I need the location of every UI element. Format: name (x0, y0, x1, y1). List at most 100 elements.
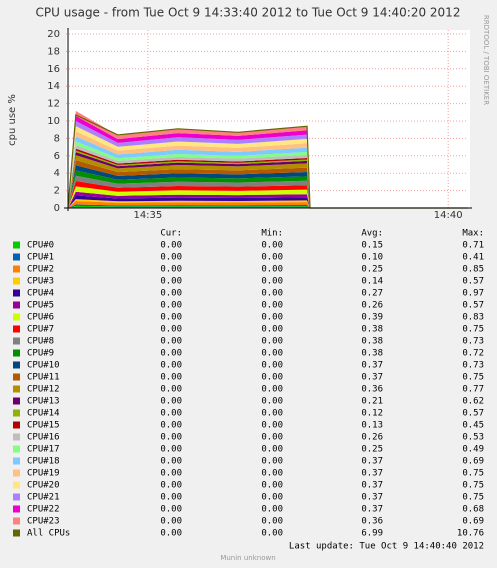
area (68, 181, 468, 208)
stat-value: 0.00 (261, 397, 283, 407)
stat-value: 0.57 (462, 301, 484, 311)
legend-label: CPU#3 (27, 277, 54, 287)
legend-swatch (13, 361, 20, 369)
stat-value: 0.12 (361, 409, 383, 419)
stat-value: 0.37 (361, 469, 383, 479)
stat-value: 0.15 (361, 241, 383, 251)
stat-value: 0.00 (160, 517, 182, 527)
area (68, 131, 468, 208)
legend-swatch (13, 241, 20, 249)
stat-value: 0.41 (462, 253, 484, 263)
legend-label: CPU#9 (27, 349, 54, 359)
x-tick-label: 14:40 (434, 210, 463, 221)
legend-label: CPU#19 (27, 469, 60, 479)
stat-value: 0.00 (261, 433, 283, 443)
legend-label: CPU#5 (27, 301, 54, 311)
stat-value: 0.21 (361, 397, 383, 407)
legend-swatch (13, 481, 20, 489)
stat-value: 0.00 (160, 409, 182, 419)
stat-value: 0.39 (361, 313, 383, 323)
stat-value: 0.00 (261, 241, 283, 251)
legend-swatch (13, 349, 20, 357)
stat-value: 0.37 (361, 361, 383, 371)
stat-value: 0.00 (160, 529, 182, 539)
area (68, 152, 468, 208)
legend-label: CPU#17 (27, 445, 60, 455)
stat-value: 0.71 (462, 241, 484, 251)
legend-label: All CPUs (27, 529, 70, 539)
stat-value: 0.75 (462, 325, 484, 335)
stat-value: 0.36 (361, 385, 383, 395)
stat-value: 0.00 (261, 481, 283, 491)
legend-swatch (13, 337, 20, 345)
stat-value: 0.69 (462, 517, 484, 527)
stat-value: 0.37 (361, 457, 383, 467)
area (68, 121, 468, 208)
stat-value: 0.72 (462, 349, 484, 359)
legend-label: CPU#23 (27, 517, 60, 527)
legend-swatch (13, 433, 20, 441)
stat-value: 0.97 (462, 289, 484, 299)
stat-value: 0.62 (462, 397, 484, 407)
legend-label: CPU#21 (27, 493, 60, 503)
legend-label: CPU#0 (27, 241, 54, 251)
stat-value: 0.00 (261, 373, 283, 383)
legend-label: CPU#12 (27, 385, 60, 395)
stat-value: 0.57 (462, 409, 484, 419)
stat-value: 0.00 (160, 253, 182, 263)
legend-swatch (13, 385, 20, 393)
area (68, 205, 468, 208)
stat-value: 0.00 (261, 385, 283, 395)
stat-value: 0.00 (160, 325, 182, 335)
stat-value: 0.69 (462, 457, 484, 467)
legend-swatch (13, 421, 20, 429)
stat-value: 0.00 (160, 277, 182, 287)
y-tick-label: 18 (47, 46, 60, 57)
area (68, 199, 468, 208)
stat-value: 0.00 (160, 469, 182, 479)
y-tick-label: 20 (47, 29, 60, 40)
area (68, 201, 468, 208)
stat-value: 0.38 (361, 337, 383, 347)
stat-value: 10.76 (457, 529, 484, 539)
stat-value: 0.00 (261, 313, 283, 323)
area (68, 148, 468, 208)
stat-value: 0.00 (261, 517, 283, 527)
legend-swatch (13, 397, 20, 405)
area (68, 150, 468, 208)
stat-value: 0.00 (261, 505, 283, 515)
legend-label: CPU#14 (27, 409, 60, 419)
stat-value: 0.00 (261, 409, 283, 419)
last-update: Last update: Tue Oct 9 14:40:40 2012 (289, 542, 484, 552)
stat-value: 0.75 (462, 373, 484, 383)
area (68, 126, 468, 208)
y-axis-label: cpu use % (7, 94, 18, 146)
stat-value: 0.85 (462, 265, 484, 275)
legend-swatch (13, 493, 20, 501)
stat-value: 0.75 (462, 481, 484, 491)
stat-value: 0.00 (160, 313, 182, 323)
legend-swatch (13, 325, 20, 333)
stat-value: 0.00 (261, 301, 283, 311)
legend-label: CPU#20 (27, 481, 60, 491)
y-tick-label: 12 (47, 99, 60, 110)
stat-value: 0.00 (160, 481, 182, 491)
stat-value: 0.00 (261, 529, 283, 539)
legend-label: CPU#2 (27, 265, 54, 275)
stat-value: 0.00 (160, 493, 182, 503)
stat-value: 0.27 (361, 289, 383, 299)
stat-value: 0.00 (160, 337, 182, 347)
x-tick-label: 14:35 (133, 210, 162, 221)
area (68, 186, 468, 208)
y-tick-label: 16 (47, 64, 60, 75)
stat-value: 0.26 (361, 433, 383, 443)
stat-value: 0.75 (462, 493, 484, 503)
stat-value: 0.36 (361, 517, 383, 527)
legend-swatch (13, 409, 20, 417)
legend-label: CPU#18 (27, 457, 60, 467)
stat-value: 0.00 (160, 433, 182, 443)
stat-value: 0.00 (160, 241, 182, 251)
stat-value: 0.00 (261, 457, 283, 467)
stat-value: 0.00 (261, 469, 283, 479)
stat-value: 0.83 (462, 313, 484, 323)
